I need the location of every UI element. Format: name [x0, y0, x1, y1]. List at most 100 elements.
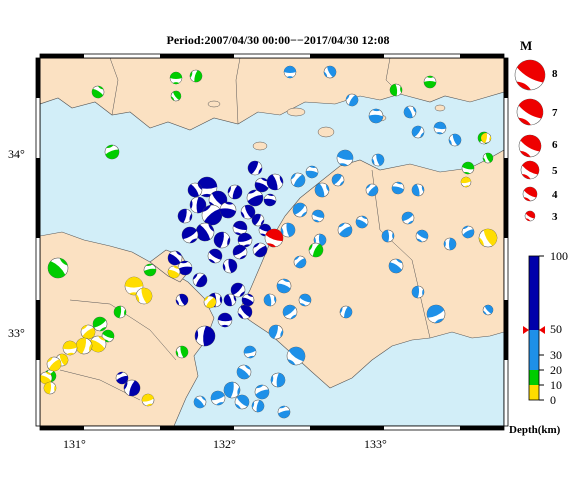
- map-title: Period:2007/04/30 00:00−−2017/04/30 12:0…: [166, 33, 390, 47]
- quake-deep-29: [177, 208, 193, 224]
- quake-deep-4: [219, 201, 237, 219]
- mag-label-4: 4: [552, 189, 558, 201]
- quake-mid-32: [461, 225, 475, 239]
- quake-mid-49: [339, 305, 353, 319]
- quake-mid-0: [283, 65, 297, 79]
- quake-mid-4: [403, 105, 417, 119]
- quake-deep-5: [195, 222, 215, 242]
- mainshock-marker: [264, 228, 284, 248]
- quake-deep-16: [207, 248, 223, 264]
- quake-deep-24: [237, 304, 253, 320]
- lon-label-131: 131°: [63, 437, 86, 451]
- depth-band-surface: [529, 385, 539, 400]
- lat-label-34: 34°: [8, 147, 25, 161]
- quake-mid-24: [298, 293, 312, 307]
- magnitude-legend-symbol-8: [514, 59, 546, 91]
- magnitude-legend-symbol-3: [524, 210, 536, 222]
- quake-shallow-9: [308, 242, 324, 258]
- quake-mid-8: [290, 172, 306, 188]
- quake-shallow-8: [482, 152, 494, 164]
- quake-shallow-2: [189, 69, 203, 83]
- quake-mid-34: [411, 285, 425, 299]
- quake-mid-30: [415, 229, 429, 243]
- quake-deep-20: [167, 250, 183, 266]
- quake-shallow-3: [104, 144, 120, 160]
- quake-mid-18: [311, 209, 325, 223]
- lon-label-132: 132°: [213, 437, 236, 451]
- quake-shallow-13: [92, 316, 108, 332]
- depth-tick-100: 100: [550, 249, 568, 263]
- quake-mid-17: [292, 202, 308, 218]
- quake-deep-26: [252, 242, 268, 258]
- magnitude-legend-symbol-4: [522, 186, 538, 202]
- magnitude-legend-title: M: [520, 38, 533, 53]
- quake-deep-34: [115, 371, 129, 385]
- depth-band-mid: [529, 330, 539, 370]
- quake-mid-22: [263, 293, 277, 307]
- quake-mid-21: [276, 278, 292, 294]
- quake-mid-48: [482, 304, 494, 316]
- depth-colorbar: [523, 255, 545, 401]
- quake-mid-20: [293, 255, 307, 269]
- quake-surface-9: [480, 132, 492, 144]
- quake-shallow-10: [143, 263, 157, 277]
- depth-band-shallow: [529, 370, 539, 385]
- quake-mid-28: [381, 229, 395, 243]
- quake-surface-8: [40, 371, 53, 385]
- quake-surface-3: [89, 335, 107, 353]
- quake-deep-37: [251, 213, 265, 227]
- quake-surface-2: [80, 324, 96, 340]
- quake-deep-22: [230, 282, 246, 298]
- quake-mid-13: [371, 153, 385, 167]
- quake-mid-33: [388, 258, 404, 274]
- mag-label-5: 5: [552, 165, 558, 177]
- quake-mid-36: [286, 346, 306, 366]
- quake-shallow-15: [175, 345, 189, 359]
- quake-mid-5: [411, 125, 425, 139]
- quake-mid-6: [433, 121, 447, 135]
- quake-shallow-5: [389, 83, 403, 97]
- mag-label-3: 3: [552, 211, 558, 223]
- quake-deep-28: [187, 182, 203, 198]
- quake-deep-19: [177, 260, 193, 276]
- quake-shallow-11: [47, 257, 69, 279]
- quake-deep-32: [175, 293, 189, 307]
- quake-deep-18: [192, 272, 208, 288]
- quake-deep-30: [232, 244, 248, 260]
- lon-label-133: 133°: [364, 437, 387, 451]
- quake-mid-27: [355, 215, 369, 229]
- quake-shallow-4: [91, 85, 105, 99]
- map-frame: [35, 53, 509, 431]
- depth-tick-10: 10: [550, 378, 562, 392]
- mag-label-6: 6: [552, 139, 558, 151]
- depth-scale-title: Depth(km): [509, 424, 561, 436]
- quake-deep-23: [217, 312, 233, 328]
- quake-deep-2: [189, 196, 207, 214]
- depth-marker-right: [539, 326, 545, 334]
- quake-mid-2: [345, 93, 359, 107]
- quake-deep-17: [222, 258, 238, 274]
- quake-deep-10: [227, 184, 243, 200]
- quake-deep-35: [241, 293, 255, 307]
- quake-mid-11: [331, 173, 345, 187]
- quake-deep-3: [201, 204, 223, 226]
- depth-tick-0: 0: [550, 393, 556, 407]
- quake-surface-5: [62, 340, 78, 356]
- magnitude-legend-symbol-5: [520, 160, 540, 180]
- quake-mid-26: [337, 222, 353, 238]
- quake-surface-10: [460, 176, 472, 188]
- quake-mid-15: [391, 181, 405, 195]
- quake-deep-36: [223, 293, 237, 307]
- quake-mid-19: [280, 222, 296, 238]
- quake-mid-9: [305, 165, 319, 179]
- quake-shallow-1: [170, 90, 182, 102]
- quake-mid-35: [426, 304, 446, 324]
- depth-tick-20: 20: [550, 363, 562, 377]
- quake-surface-13: [167, 265, 181, 279]
- quake-mid-12: [336, 149, 354, 167]
- quake-deep-13: [266, 173, 284, 191]
- quake-surface-4: [75, 337, 93, 355]
- quake-mid-46: [268, 324, 284, 340]
- magnitude-legend-symbol-6: [518, 134, 542, 158]
